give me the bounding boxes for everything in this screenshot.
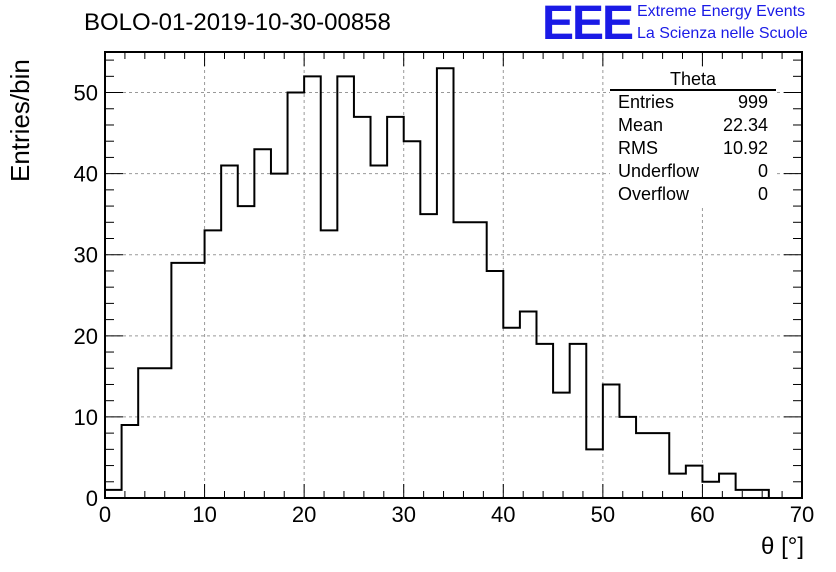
stats-row-underflow: Underflow 0 — [610, 160, 776, 183]
y-tick-label: 0 — [86, 486, 98, 511]
eee-logo: EEE — [542, 0, 634, 50]
stats-row-mean: Mean 22.34 — [610, 114, 776, 137]
y-axis-label: Entries/bin — [5, 59, 35, 182]
plot-frame — [104, 51, 803, 499]
stats-label: RMS — [618, 138, 658, 158]
stats-label: Mean — [618, 115, 664, 135]
y-tick-label: 20 — [74, 324, 98, 349]
stats-row-rms: RMS 10.92 — [610, 137, 776, 160]
x-tick-label: 70 — [790, 502, 814, 527]
stats-title: Theta — [610, 69, 776, 91]
x-tick-label: 20 — [292, 502, 316, 527]
y-tick-label: 10 — [74, 405, 98, 430]
stats-row-overflow: Overflow 0 — [610, 183, 776, 206]
stats-label: Overflow — [618, 184, 690, 204]
x-axis-label: θ [°] — [761, 533, 804, 560]
axis-ticks — [104, 52, 803, 499]
x-tick-label: 10 — [192, 502, 216, 527]
stats-row-entries: Entries 999 — [610, 91, 776, 114]
x-tick-label: 40 — [491, 502, 515, 527]
logo-text-line-2: La Scienza nelle Scuole — [637, 25, 808, 42]
logo-text-line-1: Extreme Energy Events — [637, 3, 806, 20]
histogram-step-line — [104, 67, 770, 498]
x-tick-labels: 0 10 20 30 40 50 60 70 — [99, 502, 814, 527]
x-tick-label: 30 — [391, 502, 415, 527]
stats-box: Theta Entries 999 Mean 22.34 RMS 10.92 U… — [610, 69, 776, 206]
stats-value: 0 — [757, 161, 768, 181]
stats-value: 10.92 — [722, 138, 768, 158]
run-title: BOLO-01-2019-10-30-00858 — [84, 9, 391, 36]
x-tick-label: 0 — [99, 502, 111, 527]
stats-value: 0 — [757, 184, 768, 204]
y-tick-label: 50 — [74, 81, 98, 106]
stats-value: 22.34 — [722, 115, 768, 135]
stats-label: Underflow — [618, 161, 700, 181]
stats-label: Entries — [618, 92, 675, 112]
y-tick-label: 40 — [74, 162, 98, 187]
y-tick-label: 30 — [74, 243, 98, 268]
stats-value: 999 — [737, 92, 768, 112]
x-tick-label: 60 — [690, 502, 714, 527]
x-tick-label: 50 — [591, 502, 615, 527]
y-tick-labels: 0 10 20 30 40 50 — [74, 81, 98, 511]
